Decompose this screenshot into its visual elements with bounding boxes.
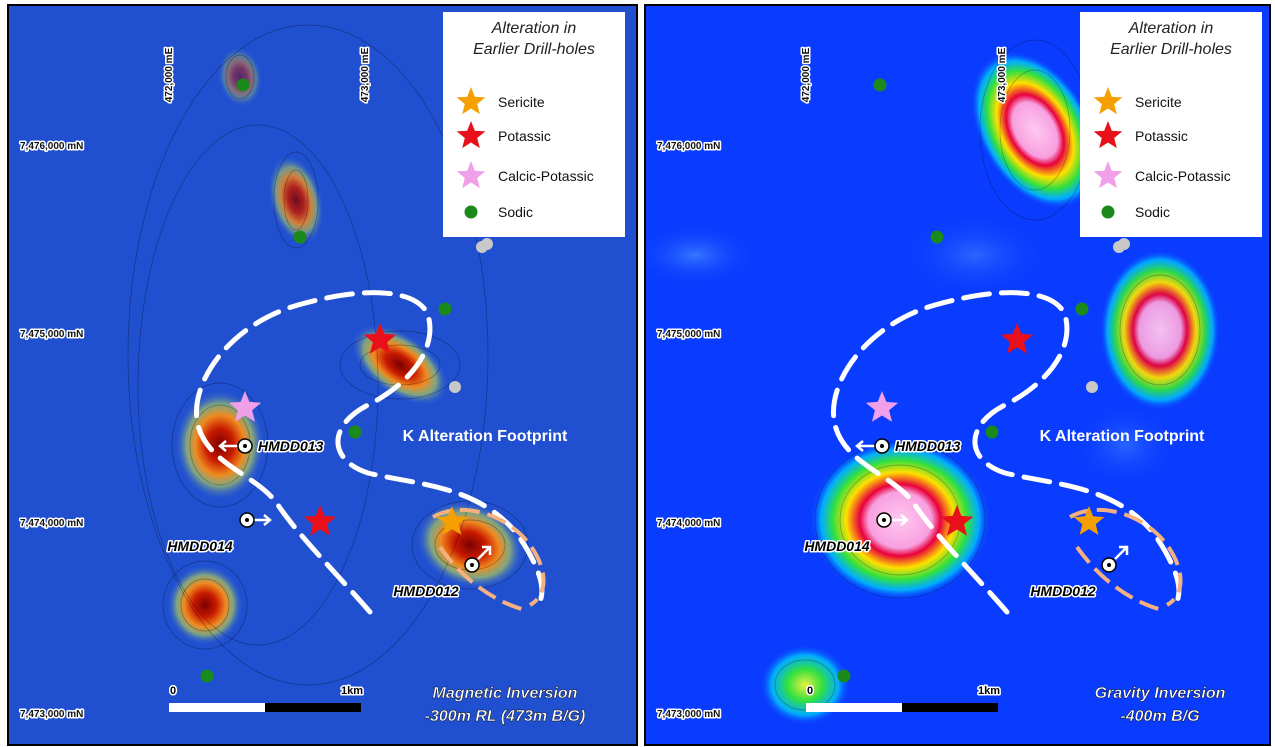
panel-content: 472,000 mE 473,000 mE 7,476,000 mN 7,475,00… — [8, 5, 637, 745]
legend-item: Calcic-Potassic — [1135, 168, 1231, 184]
page: {"panels": [ {"legend": {"title": ["Alte… — [0, 0, 1275, 747]
northing-label: 7,473,000 mN — [657, 709, 720, 720]
sodic-marker — [237, 79, 250, 92]
panel-content: 472,000 mE 473,000 mE 7,476,000 mN 7,475,00… — [635, 5, 1270, 745]
sodic-marker — [294, 231, 307, 244]
inversion-caption: Magnetic Inversion — [433, 685, 578, 702]
scale-label: 0 — [170, 685, 176, 697]
northing-label: 7,473,000 mN — [20, 709, 83, 720]
legend-item: Potassic — [498, 128, 551, 144]
drillhole-label: HMDD014 — [804, 538, 870, 554]
other-drillhole — [1113, 241, 1125, 253]
legend-item: Calcic-Potassic — [498, 168, 594, 184]
inversion-caption: Gravity Inversion — [1095, 685, 1226, 702]
legend: Alteration in Earlier Drill-holes Sericite… — [1080, 12, 1262, 237]
legend-item: Sodic — [1135, 204, 1170, 220]
drill-collar-dot — [243, 444, 247, 448]
legend-item: Sodic — [498, 204, 533, 220]
legend-item: Potassic — [1135, 128, 1188, 144]
legend-title: Earlier Drill-holes — [1110, 41, 1232, 58]
drillhole-label: HMDD013 — [258, 438, 324, 454]
easting-label: 473,000 mE — [360, 47, 371, 102]
northing-label: 7,475,000 mN — [657, 329, 720, 340]
legend-title: Earlier Drill-holes — [473, 41, 595, 58]
northing-label: 7,475,000 mN — [20, 329, 83, 340]
legend-item: Sericite — [498, 94, 545, 110]
map-panel: 472,000 mE 473,000 mE 7,476,000 mN 7,475,00… — [8, 5, 637, 745]
legend: Alteration in Earlier Drill-holes Sericite… — [443, 12, 625, 237]
drillhole-label: HMDD012 — [1030, 583, 1096, 599]
sodic-marker — [1076, 303, 1089, 316]
scale-label: 1km — [341, 685, 363, 697]
sodic-marker — [874, 79, 887, 92]
inversion-caption: -400m B/G — [1120, 708, 1199, 725]
easting-label: 472,000 mE — [164, 47, 175, 102]
easting-label: 472,000 mE — [801, 47, 812, 102]
drill-collar-dot — [880, 444, 884, 448]
sodic-marker — [838, 670, 851, 683]
sodic-marker — [201, 670, 214, 683]
northing-label: 7,474,000 mN — [20, 518, 83, 529]
drill-collar-dot — [245, 518, 249, 522]
scale-black — [902, 703, 998, 712]
scale-white — [806, 703, 902, 712]
scale-white — [169, 703, 265, 712]
scale-label: 0 — [807, 685, 813, 697]
other-drillhole — [449, 381, 461, 393]
inversion-caption: -300m RL (473m B/G) — [425, 708, 586, 725]
easting-label: 473,000 mE — [997, 47, 1008, 102]
legend-icon — [465, 206, 478, 219]
drill-collar-dot — [470, 563, 474, 567]
footprint-label: K Alteration Footprint — [403, 428, 568, 445]
map-figure: 472,000 mE 473,000 mE 7,476,000 mN 7,475,00… — [0, 0, 1275, 747]
legend-title: Alteration in — [1128, 20, 1214, 37]
scale-black — [265, 703, 361, 712]
map-panel: 472,000 mE 473,000 mE 7,476,000 mN 7,475,00… — [635, 5, 1270, 745]
anomaly — [1075, 405, 1175, 485]
legend-icon — [1102, 206, 1115, 219]
northing-label: 7,476,000 mN — [657, 141, 720, 152]
drillhole-label: HMDD014 — [167, 538, 233, 554]
anomaly — [167, 565, 243, 645]
drill-collar-dot — [1107, 563, 1111, 567]
anomaly — [905, 215, 1045, 295]
legend-title: Alteration in — [491, 20, 577, 37]
anomaly — [635, 225, 755, 285]
anomaly — [760, 645, 850, 725]
other-drillhole — [476, 241, 488, 253]
sodic-marker — [986, 426, 999, 439]
anomaly — [1100, 250, 1220, 410]
drillhole-label: HMDD013 — [895, 438, 961, 454]
legend-item: Sericite — [1135, 94, 1182, 110]
drillhole-label: HMDD012 — [393, 583, 459, 599]
scale-label: 1km — [978, 685, 1000, 697]
northing-label: 7,476,000 mN — [20, 141, 83, 152]
sodic-marker — [931, 231, 944, 244]
other-drillhole — [1086, 381, 1098, 393]
sodic-marker — [349, 426, 362, 439]
drill-collar-dot — [882, 518, 886, 522]
sodic-marker — [439, 303, 452, 316]
northing-label: 7,474,000 mN — [657, 518, 720, 529]
footprint-label: K Alteration Footprint — [1040, 428, 1205, 445]
